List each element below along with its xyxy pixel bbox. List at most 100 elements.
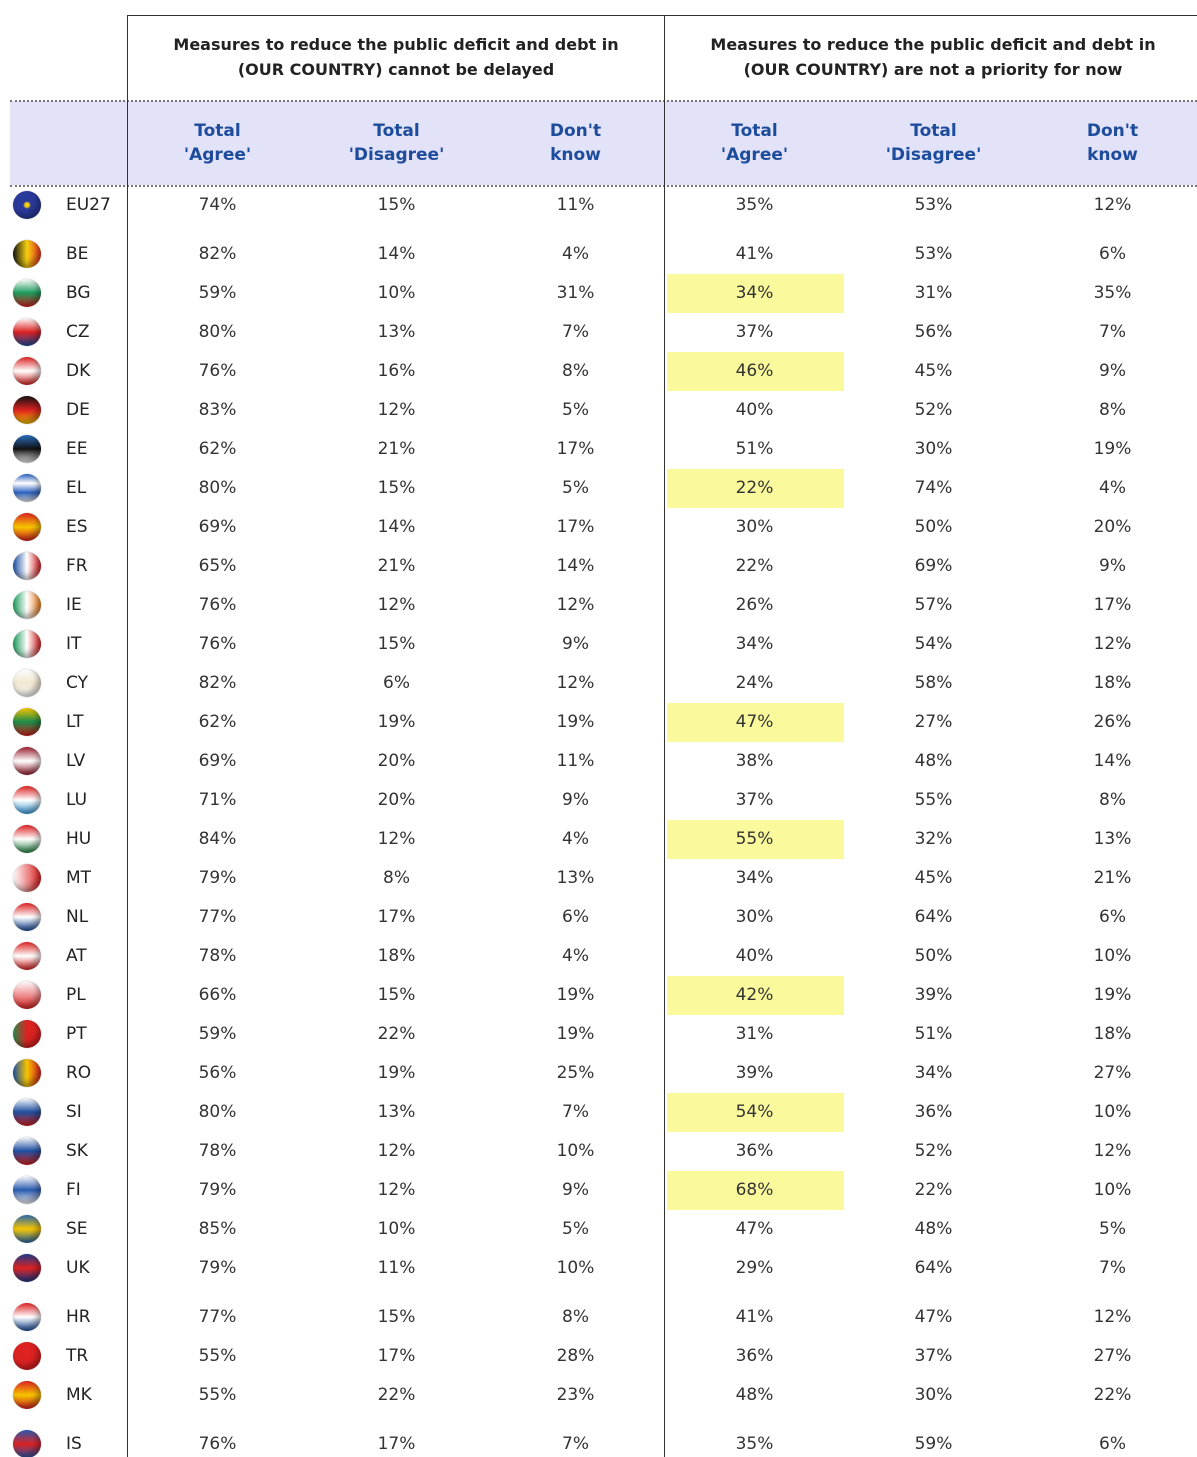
- country-code: UK: [66, 1258, 90, 1278]
- cell: 57%: [914, 595, 953, 615]
- flag-icon: [13, 240, 41, 268]
- cell: 48%: [914, 1219, 953, 1239]
- cell: 20%: [377, 751, 416, 771]
- cell: 76%: [198, 1434, 237, 1454]
- cell: 54%: [914, 634, 953, 654]
- cell: 9%: [562, 790, 589, 810]
- cell: 22%: [735, 478, 774, 498]
- cell: 32%: [914, 829, 953, 849]
- cell: 10%: [556, 1141, 595, 1161]
- cell: 31%: [556, 283, 595, 303]
- cell: 77%: [198, 1307, 237, 1327]
- cell: 12%: [556, 673, 595, 693]
- highlight: [667, 274, 844, 313]
- cell: 31%: [914, 283, 953, 303]
- cell: 85%: [198, 1219, 237, 1239]
- cell: 5%: [562, 400, 589, 420]
- country-code: CZ: [66, 322, 90, 342]
- cell: 19%: [556, 1024, 595, 1044]
- divider: [664, 15, 665, 1457]
- flag-icon: [13, 630, 41, 658]
- cell: 7%: [1099, 322, 1126, 342]
- cell: 15%: [377, 985, 416, 1005]
- cell: 12%: [556, 595, 595, 615]
- cell: 84%: [198, 829, 237, 849]
- cell: 45%: [914, 361, 953, 381]
- flag-icon: [13, 552, 41, 580]
- cell: 23%: [556, 1385, 595, 1405]
- country-code: IS: [66, 1434, 82, 1454]
- flag-icon: [13, 708, 41, 736]
- cell: 9%: [1099, 556, 1126, 576]
- cell: 11%: [556, 751, 595, 771]
- cell: 12%: [1093, 195, 1132, 215]
- cell: 69%: [198, 517, 237, 537]
- cell: 14%: [1093, 751, 1132, 771]
- cell: 22%: [377, 1385, 416, 1405]
- cell: 56%: [914, 322, 953, 342]
- cell: 12%: [1093, 1307, 1132, 1327]
- cell: 79%: [198, 1180, 237, 1200]
- cell: 30%: [914, 1385, 953, 1405]
- dotted-rule: [10, 185, 1197, 187]
- cell: 74%: [914, 478, 953, 498]
- flag-icon: [13, 981, 41, 1009]
- flag-icon: [13, 1176, 41, 1204]
- cell: 24%: [735, 673, 774, 693]
- cell: 19%: [377, 712, 416, 732]
- cell: 12%: [377, 400, 416, 420]
- flag-icon: [13, 1381, 41, 1409]
- flag-icon: [13, 396, 41, 424]
- cell: 37%: [735, 322, 774, 342]
- cell: 19%: [556, 712, 595, 732]
- flag-icon: [13, 435, 41, 463]
- cell: 36%: [735, 1141, 774, 1161]
- cell: 8%: [1099, 790, 1126, 810]
- header-bg: [10, 101, 1197, 185]
- country-code: TR: [66, 1346, 89, 1366]
- cell: 55%: [198, 1346, 237, 1366]
- cell: 25%: [556, 1063, 595, 1083]
- country-code: LU: [66, 790, 88, 810]
- cell: 12%: [377, 1180, 416, 1200]
- country-code: MT: [66, 868, 92, 888]
- group-header: (OUR COUNTRY) cannot be delayed: [237, 60, 555, 79]
- cell: 10%: [377, 283, 416, 303]
- cell: 17%: [556, 517, 595, 537]
- cell: 19%: [1093, 985, 1132, 1005]
- flag-icon: [13, 942, 41, 970]
- cell: 10%: [1093, 1102, 1132, 1122]
- flag-icon: [13, 1430, 41, 1457]
- cell: 11%: [377, 1258, 416, 1278]
- country-code: EE: [66, 439, 88, 459]
- cell: 17%: [556, 439, 595, 459]
- flag-icon: [13, 825, 41, 853]
- cell: 34%: [914, 1063, 953, 1083]
- cell: 64%: [914, 907, 953, 927]
- cell: 51%: [914, 1024, 953, 1044]
- highlight: [667, 1093, 844, 1132]
- cell: 22%: [914, 1180, 953, 1200]
- dotted-rule: [10, 100, 1197, 102]
- cell: 17%: [1093, 595, 1132, 615]
- cell: 18%: [1093, 673, 1132, 693]
- country-code: AT: [66, 946, 87, 966]
- cell: 36%: [735, 1346, 774, 1366]
- cell: 12%: [377, 1141, 416, 1161]
- cell: 8%: [562, 1307, 589, 1327]
- cell: 59%: [914, 1434, 953, 1454]
- cell: 9%: [562, 634, 589, 654]
- flag-icon: [13, 357, 41, 385]
- cell: 69%: [198, 751, 237, 771]
- country-code: FI: [66, 1180, 81, 1200]
- country-code: CY: [66, 673, 88, 693]
- cell: 26%: [735, 595, 774, 615]
- cell: 6%: [562, 907, 589, 927]
- cell: 79%: [198, 1258, 237, 1278]
- cell: 7%: [562, 1434, 589, 1454]
- country-code: RO: [66, 1063, 92, 1083]
- cell: 71%: [198, 790, 237, 810]
- cell: 17%: [377, 907, 416, 927]
- flag-icon: [13, 474, 41, 502]
- cell: 5%: [562, 1219, 589, 1239]
